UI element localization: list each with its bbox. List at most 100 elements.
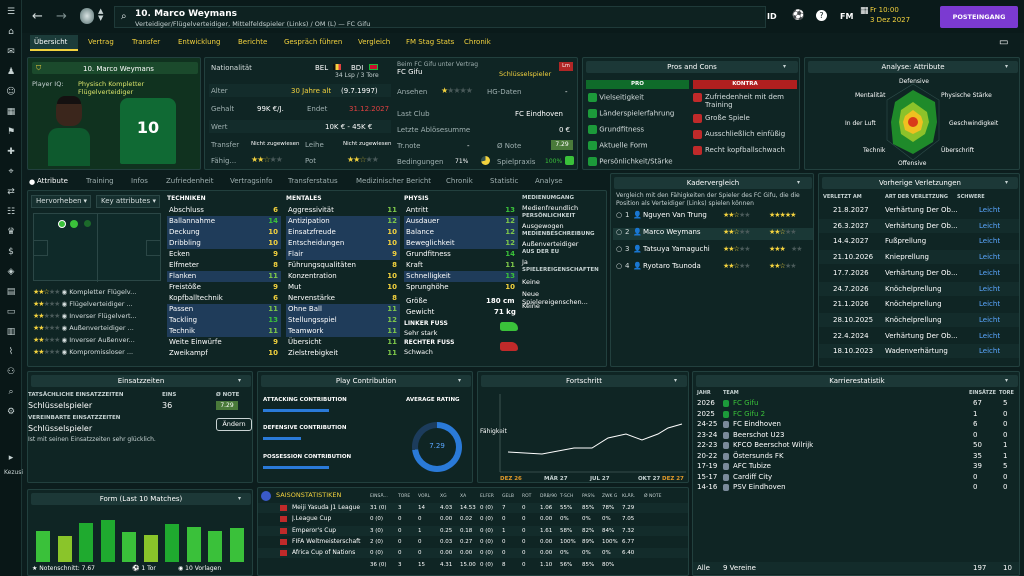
back-icon[interactable]: ←: [32, 9, 43, 24]
injury-row[interactable]: 28.10.2025 Knöchelprellung Leicht: [819, 312, 1019, 327]
club-icon[interactable]: ◈: [7, 267, 15, 277]
season-row[interactable]: Meiji Yasuda J1 League 31 (0) 3 14 4.03 14.53…: [258, 503, 688, 513]
injury-row[interactable]: 21.10.2026 Knieprellung Leicht: [819, 250, 1019, 265]
squad-icon[interactable]: ♟: [6, 67, 16, 77]
role-item[interactable]: ★★☆★★ ◉ Kompletter Flügelv...: [33, 288, 137, 296]
kader-row-selected[interactable]: ○ 2 👤 Marco Weymans ★★☆ ★★ ★★☆ ★★: [613, 228, 813, 240]
menu-history[interactable]: Chronik: [464, 38, 491, 46]
report-icon[interactable]: ▭: [6, 307, 16, 317]
menu-fm-stag[interactable]: FM Stag Stats: [406, 38, 455, 46]
season-row[interactable]: FIFA Weltmeisterschaft 2 (0) 0 0 0.03 0.27 0 (…: [258, 537, 688, 547]
people-icon[interactable]: ⚇: [6, 367, 16, 377]
injury-row[interactable]: 18.10.2023 Wadenverhärtung Leicht: [819, 344, 1019, 359]
form-bar[interactable]: [229, 528, 244, 562]
key-attributes-select[interactable]: Key attributes ▾: [96, 195, 160, 208]
career-row[interactable]: 14-16 PSV Eindhoven 0 0: [693, 482, 1019, 493]
injury-row[interactable]: 22.4.2024 Verhärtung Der Ob... Leicht: [819, 329, 1019, 343]
staff-icon[interactable]: ☷: [6, 207, 16, 217]
menu-reports[interactable]: Berichte: [238, 38, 268, 46]
menu-overview[interactable]: Übersicht: [34, 38, 68, 46]
form-dropdown-icon[interactable]: ▾: [238, 495, 242, 502]
menu-transfer[interactable]: Transfer: [132, 38, 161, 46]
role-item[interactable]: ★★★★★ ◉ Außenverteidiger ...: [33, 324, 134, 332]
competitions-icon[interactable]: ♛: [6, 227, 16, 237]
form-bar[interactable]: [57, 536, 72, 562]
scouting-icon[interactable]: ⌖: [8, 167, 14, 177]
career-row[interactable]: 15-17 Cardiff City 0 0: [693, 472, 1019, 483]
form-bar[interactable]: [165, 524, 179, 562]
expand-icon[interactable]: ▸: [8, 453, 14, 463]
analysis-dropdown-icon[interactable]: ▾: [1005, 63, 1009, 70]
subtab-transfer[interactable]: Transferstatus: [288, 177, 338, 185]
help-icon[interactable]: ?: [816, 10, 827, 21]
form-bar[interactable]: [122, 532, 136, 562]
highlight-select[interactable]: Hervorheben ▾: [31, 195, 91, 208]
kader-row[interactable]: ○ 4 👤 Ryotaro Tsunoda ★★☆ ★★ ★★☆ ★★: [616, 262, 797, 270]
menu-icon[interactable]: ☰: [6, 7, 16, 17]
career-row[interactable]: 2026 FC Gifu 67 5: [693, 398, 1019, 409]
subtab-medical[interactable]: Medizinischer Bericht: [356, 177, 432, 185]
season-row[interactable]: Africa Cup of Nations 0 (0) 0 0 0.00 0.00 0 (0…: [258, 548, 688, 559]
progress-dropdown-icon[interactable]: ▾: [674, 377, 678, 384]
season-row[interactable]: Emperor's Cup 3 (0) 0 1 0.25 0.18 0 (0) 1 0 1.61 5…: [258, 525, 688, 536]
subtab-history[interactable]: Chronik: [446, 177, 473, 185]
kader-row[interactable]: ○ 3 👤 Tatsuya Yamaguchi ★★☆ ★★ ★★★ ★★: [616, 245, 803, 253]
role-item[interactable]: ★★★★★ ◉ Kompromissloser ...: [33, 348, 134, 356]
form-bar[interactable]: [143, 534, 158, 562]
inbox-button[interactable]: POSTEINGANG: [940, 6, 1018, 28]
role-item[interactable]: ★★★★★ ◉ Inverser Außenver...: [33, 336, 135, 344]
club-switch-icon[interactable]: ▲ ▼: [98, 7, 104, 22]
injury-row[interactable]: 24.7.2026 Knöchelprellung Leicht: [819, 281, 1019, 296]
menu-compare[interactable]: Vergleich: [358, 38, 391, 46]
change-button[interactable]: Ändern: [216, 418, 252, 431]
medical-icon[interactable]: ✚: [7, 147, 15, 157]
role-item[interactable]: ★★★★★ ◉ Flügelverteidiger ...: [33, 300, 133, 308]
career-row[interactable]: 20-22 Östersunds FK 35 1: [693, 451, 1019, 462]
injury-row[interactable]: 21.1.2026 Knöchelprellung Leicht: [819, 297, 1019, 311]
subtab-info[interactable]: Infos: [131, 177, 148, 185]
form-bar[interactable]: [100, 520, 115, 562]
form-bar[interactable]: [79, 523, 93, 562]
training-icon[interactable]: ⚑: [6, 127, 16, 137]
search-nav-icon[interactable]: ⌕: [8, 387, 14, 397]
subtab-attributes[interactable]: Attribute: [37, 177, 68, 185]
role-item[interactable]: ★★★★★ ◉ Inverser Flügelvert...: [33, 312, 137, 320]
id-button[interactable]: ID: [767, 12, 777, 21]
injuries-dropdown-icon[interactable]: ▾: [1005, 179, 1009, 186]
play-dropdown-icon[interactable]: ▾: [458, 377, 462, 384]
career-row[interactable]: 24-25 FC Eindhoven 6 0: [693, 419, 1019, 430]
career-row[interactable]: 23-24 Beerschot U23 0 0: [693, 430, 1019, 441]
injury-row[interactable]: 17.7.2026 Verhärtung Der Ob... Leicht: [819, 266, 1019, 280]
screen-icon[interactable]: ▭: [999, 37, 1009, 48]
loan-tag[interactable]: Lm: [559, 62, 573, 71]
career-row[interactable]: 17-19 AFC Tubize 39 5: [693, 461, 1019, 472]
kader-dropdown-icon[interactable]: ▾: [797, 179, 801, 186]
subtab-statistic[interactable]: Statistic: [490, 177, 519, 185]
finances-icon[interactable]: $: [8, 247, 14, 257]
menu-talk[interactable]: Gespräch führen: [284, 38, 343, 46]
ball-icon[interactable]: ⚽: [792, 10, 805, 21]
form-bar[interactable]: [186, 526, 201, 562]
transfers-icon[interactable]: ⇄: [7, 187, 15, 197]
profile-search-box[interactable]: ⌕ 10. Marco Weymans Verteidiger/Flügelve…: [114, 6, 766, 28]
home-icon[interactable]: ⌂: [8, 27, 14, 37]
subtab-happiness[interactable]: Zufriedenheit: [166, 177, 214, 185]
settings-icon[interactable]: ⚙: [6, 407, 16, 417]
form-bar[interactable]: [36, 530, 50, 562]
schedule-icon[interactable]: ▤: [6, 287, 16, 297]
season-row[interactable]: J.League Cup 0 (0) 0 0 0.00 0.02 0 (0) 0 0 0.00 0%…: [258, 514, 688, 524]
subtab-contract[interactable]: Vertragsinfo: [230, 177, 273, 185]
injury-row[interactable]: 21.8.2027 Verhärtung Der Ob... Leicht: [819, 203, 1019, 217]
career-row[interactable]: 22-23 KFCO Beerschot Wilrijk 50 1: [693, 440, 1019, 451]
club-crest-icon[interactable]: [80, 8, 94, 24]
injury-row[interactable]: 14.4.2027 Fußprellung Leicht: [819, 234, 1019, 248]
subtab-training[interactable]: Training: [86, 177, 114, 185]
fm-button[interactable]: FM: [840, 12, 854, 21]
dynamics-icon[interactable]: ☺: [6, 87, 16, 97]
kader-row[interactable]: ○ 1 👤 Nguyen Van Trung ★★☆ ★★ ★★★★★: [616, 211, 796, 219]
form-bar[interactable]: [208, 530, 222, 562]
career-dropdown-icon[interactable]: ▾: [1005, 377, 1009, 384]
pros-cons-dropdown-icon[interactable]: ▾: [783, 63, 787, 70]
einsatz-dropdown-icon[interactable]: ▾: [238, 377, 242, 384]
season-title[interactable]: SAISONSTATISTIKEN: [276, 491, 342, 499]
